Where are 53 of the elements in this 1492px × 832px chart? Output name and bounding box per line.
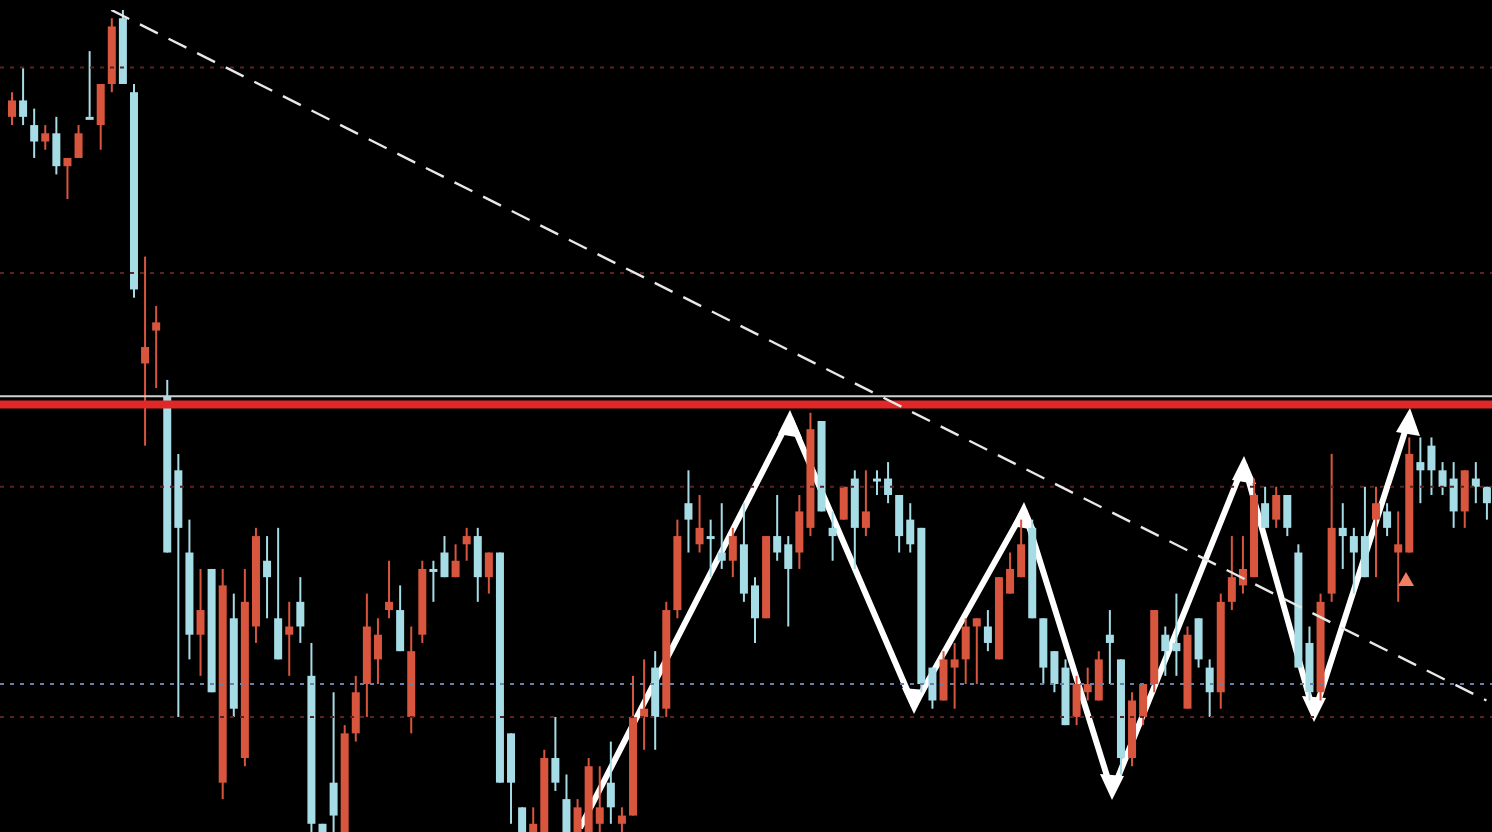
candlestick — [30, 107, 39, 159]
candlestick — [263, 535, 272, 620]
candlestick — [839, 485, 848, 521]
candlestick — [1261, 485, 1270, 529]
candlestick — [1460, 469, 1469, 529]
candlestick — [617, 806, 626, 832]
candlestick — [41, 124, 50, 151]
candlestick — [1372, 485, 1381, 579]
candlestick — [518, 806, 527, 832]
candlestick — [1283, 493, 1292, 538]
candlestick — [1272, 485, 1281, 529]
candlestick — [141, 255, 150, 447]
candlestick — [152, 304, 161, 390]
candlestick — [1482, 485, 1491, 521]
candlestick — [52, 115, 61, 176]
candlestick — [473, 526, 482, 603]
candlestick — [861, 469, 870, 538]
candlestick — [684, 469, 693, 554]
candlestick — [462, 526, 471, 562]
candlestick — [828, 510, 837, 562]
candlestick — [717, 502, 726, 570]
candlestick — [96, 82, 105, 151]
candlestick — [396, 584, 405, 653]
candlestick — [351, 674, 360, 743]
candlestick — [1383, 502, 1392, 538]
candlestick — [606, 740, 615, 825]
candlestick — [85, 50, 94, 120]
candlestick — [972, 617, 981, 686]
candlestick — [562, 773, 571, 832]
candlestick — [385, 559, 394, 620]
candlestick — [728, 526, 737, 579]
candlestick — [296, 576, 305, 644]
candlestick — [274, 526, 283, 661]
candlestick — [1205, 658, 1214, 718]
candlestick — [695, 493, 704, 554]
candlestick — [484, 551, 493, 595]
candlestick — [706, 518, 715, 579]
candlestick — [961, 617, 970, 686]
candlestick — [1105, 609, 1114, 686]
candlestick — [74, 124, 83, 159]
candlestick — [551, 715, 560, 792]
candlestick — [640, 658, 649, 751]
candlestick — [196, 567, 205, 677]
candlestick — [1471, 461, 1480, 505]
candlestick — [8, 91, 16, 127]
candlestick — [19, 66, 28, 127]
candlestick — [329, 691, 338, 832]
candlestick — [63, 156, 72, 201]
candlestick — [1194, 617, 1203, 669]
candlestick — [1338, 502, 1347, 570]
candlestick — [451, 543, 460, 579]
candlestick — [285, 600, 294, 677]
candlestick — [983, 609, 992, 653]
